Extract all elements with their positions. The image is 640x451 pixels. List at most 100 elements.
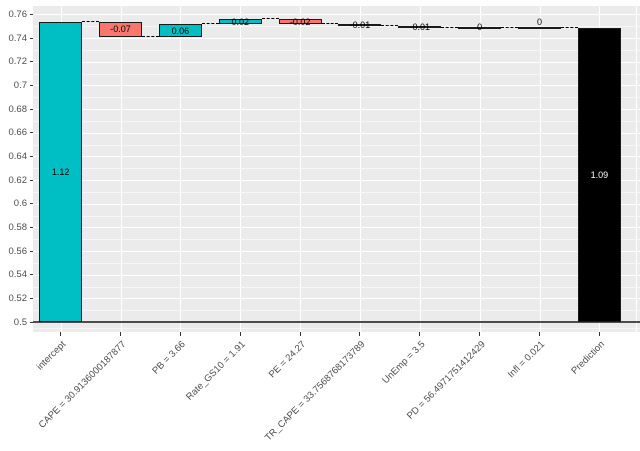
- y-tick-label: 0.58: [8, 221, 28, 233]
- y-tick-label: 0.5: [13, 316, 27, 328]
- y-tick-label: 0.64: [8, 150, 28, 162]
- grid-minor-line: [33, 73, 640, 75]
- x-tick-mark: [479, 332, 481, 336]
- grid-major-line: [33, 14, 640, 16]
- grid-major-line: [33, 251, 640, 253]
- grid-major-line: [33, 203, 640, 205]
- grid-major-line: [33, 274, 640, 276]
- grid-minor-line: [33, 215, 640, 217]
- waterfall-connector: [142, 36, 159, 38]
- bar-value-label: 0: [477, 22, 483, 33]
- bar-value-label: 1.12: [51, 166, 70, 177]
- y-tick-mark: [30, 84, 33, 86]
- waterfall-connector: [201, 22, 219, 24]
- y-tick-label: 0.74: [8, 32, 28, 44]
- waterfall-connector: [261, 18, 279, 20]
- waterfall-connector: [321, 22, 339, 24]
- bar-infl-0-021: [518, 27, 561, 30]
- y-tick-mark: [30, 226, 33, 228]
- grid-minor-line: [33, 144, 640, 146]
- grid-vline: [479, 6, 481, 332]
- grid-minor-line: [33, 49, 640, 51]
- x-tick-label-text: PE = 24.27: [266, 339, 308, 381]
- grid-major-line: [33, 298, 640, 300]
- grid-major-line: [33, 61, 640, 63]
- bar-unemp-3-5: [398, 25, 442, 29]
- bar-tr-cape-33-7568768173789: [338, 23, 382, 26]
- x-tick-mark: [239, 332, 241, 336]
- bar-prediction: [577, 28, 621, 322]
- y-tick-mark: [30, 274, 33, 276]
- x-tick-mark: [299, 332, 301, 336]
- x-tick-label-text: TR_CAPE = 33.7568768173789: [263, 339, 368, 444]
- bar-value-label: -0.02: [289, 16, 311, 27]
- bar-cape-30-9136000187877: [99, 21, 143, 38]
- waterfall-connector: [82, 20, 100, 22]
- x-tick-mark: [120, 332, 122, 336]
- grid-major-line: [33, 227, 640, 229]
- y-tick-label: 0.72: [8, 56, 28, 68]
- y-tick-mark: [30, 250, 33, 252]
- x-tick-label-text: Infl = 0.021: [506, 339, 548, 381]
- grid-vline-right-edge: [636, 6, 637, 332]
- y-tick-label: 0.56: [8, 245, 28, 257]
- y-tick-mark: [30, 108, 33, 110]
- waterfall-connector: [381, 24, 399, 26]
- x-tick-mark: [60, 332, 62, 336]
- bar-value-label: 0.06: [171, 25, 190, 36]
- grid-minor-line: [33, 191, 640, 193]
- grid-vline: [419, 6, 421, 332]
- y-tick-mark: [30, 203, 33, 205]
- grid-minor-line: [33, 286, 640, 288]
- plot-panel: 1.12 -0.07 0.06 0.02 -0.02 -0.01 -0.01 0 0 1.09: [33, 6, 640, 332]
- y-tick-label: 0.62: [8, 174, 28, 186]
- grid-vline: [539, 6, 541, 332]
- grid-vline: [180, 6, 182, 332]
- y-tick-label: 0.54: [8, 269, 28, 281]
- grid-minor-line: [33, 327, 640, 329]
- bar-value-label: 0: [536, 16, 543, 27]
- grid-vline: [300, 6, 302, 332]
- grid-minor-line: [33, 239, 640, 241]
- bar-value-label: -0.01: [409, 22, 431, 33]
- bar-pe-24-27: [278, 19, 322, 24]
- bar-pb-3-66: [158, 23, 202, 38]
- y-tick-mark: [30, 61, 33, 63]
- grid-major-line: [33, 132, 640, 134]
- x-tick-label-text: Prediction: [569, 339, 608, 377]
- y-tick-mark: [30, 179, 33, 181]
- y-tick-mark: [30, 155, 33, 157]
- x-tick-mark: [539, 332, 540, 336]
- y-tick-mark: [30, 297, 33, 299]
- grid-major-line: [33, 180, 640, 182]
- y-tick-mark: [30, 321, 33, 323]
- waterfall-connector: [441, 27, 459, 29]
- y-tick-label: 0.66: [8, 127, 28, 139]
- bar-value-label: -0.01: [349, 19, 371, 30]
- y-tick-mark: [30, 37, 33, 39]
- y-tick-mark: [30, 132, 33, 134]
- baseline-0·5: [33, 321, 640, 323]
- grid-major-line: [33, 85, 640, 87]
- x-tick-label-text: Rate_GS10 = 1.91: [184, 339, 249, 403]
- grid-vline: [120, 6, 122, 332]
- grid-minor-line: [33, 168, 640, 170]
- bar-rate-gs10-1-91: [218, 19, 262, 24]
- x-tick-label-text: PB = 3.66: [150, 339, 189, 377]
- grid-minor-line: [33, 310, 640, 312]
- y-tick-label: 0.6: [13, 198, 27, 210]
- y-tick-label: 0.68: [8, 103, 28, 115]
- x-tick-mark: [598, 332, 600, 336]
- bar-value-label: 0.02: [231, 16, 250, 27]
- y-tick-label: 0.76: [8, 8, 28, 20]
- bar-pd-56-4971751412429: [458, 27, 502, 30]
- y-tick-label: 0.7: [13, 79, 27, 91]
- bar-value-label: -0.07: [110, 24, 131, 35]
- waterfall-connector: [561, 27, 578, 29]
- grid-vline: [359, 6, 361, 332]
- grid-major-line: [33, 109, 640, 111]
- grid-minor-line: [33, 97, 640, 99]
- waterfall-connector: [501, 27, 518, 29]
- grid-major-line: [33, 38, 640, 40]
